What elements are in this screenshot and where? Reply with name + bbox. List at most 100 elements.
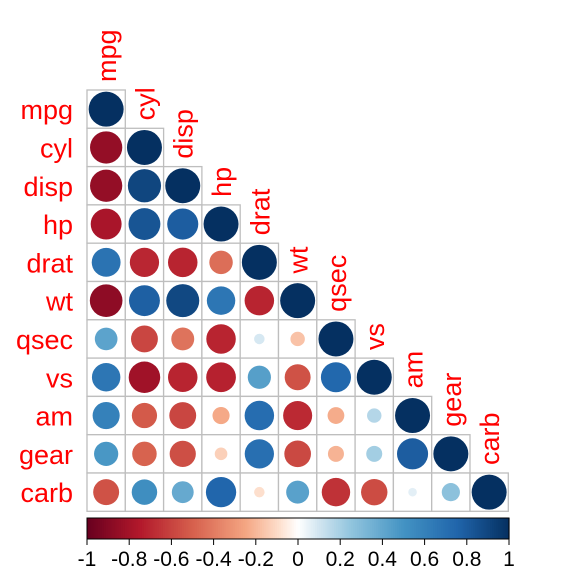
colorbar-segment xyxy=(251,518,255,539)
row-label-disp: disp xyxy=(23,172,73,202)
colorbar-segment xyxy=(230,518,234,539)
colorbar-segment xyxy=(350,518,354,539)
circle-wt-cyl xyxy=(128,285,160,317)
circle-am-wt xyxy=(283,401,313,431)
circle-hp-cyl xyxy=(128,208,161,240)
colorbar-segment xyxy=(418,518,421,539)
colorbar-segment xyxy=(331,518,335,539)
colorbar-segment xyxy=(422,518,426,539)
colorbar-segment xyxy=(112,518,116,539)
colorbar-segment xyxy=(162,518,166,539)
colorbar-segment xyxy=(502,518,506,539)
colorbar-segment xyxy=(224,518,227,539)
colorbar-segment xyxy=(424,518,428,539)
colorbar-segment xyxy=(234,518,238,539)
colorbar-segment xyxy=(217,518,221,539)
circle-wt-wt xyxy=(280,283,316,319)
colorbar-segment xyxy=(462,518,466,539)
colorbar-segment xyxy=(124,518,128,539)
circle-am-qsec xyxy=(327,407,345,424)
circle-hp-hp xyxy=(203,206,239,242)
colorbar-segment xyxy=(243,518,246,539)
colorbar-segment xyxy=(316,518,320,539)
colorbar-segment xyxy=(205,518,208,539)
colorbar-segment xyxy=(477,518,481,539)
colorbar-segment xyxy=(148,518,151,539)
colorbar-segment xyxy=(506,518,510,539)
row-label-qsec: qsec xyxy=(16,325,73,355)
colorbar-segment xyxy=(430,518,434,539)
colorbar-segment xyxy=(359,518,362,539)
colorbar-segment xyxy=(160,518,164,539)
colorbar-tick-label: 0.4 xyxy=(368,548,398,571)
colorbar-segment xyxy=(437,518,440,539)
circle-vs-wt xyxy=(284,364,311,391)
circle-am-mpg xyxy=(92,401,120,430)
colorbar-segment xyxy=(388,518,392,539)
colorbar-segment xyxy=(338,518,341,539)
colorbar-segment xyxy=(110,518,113,539)
circle-am-drat xyxy=(244,400,275,431)
circle-wt-drat xyxy=(244,285,275,316)
colorbar-segment xyxy=(496,518,500,539)
circle-carb-qsec xyxy=(321,477,351,507)
colorbar-segment xyxy=(468,518,472,539)
colorbar-segment xyxy=(131,518,135,539)
circle-vs-mpg xyxy=(91,363,121,392)
colorbar-segment xyxy=(420,518,424,539)
colorbar-segment xyxy=(89,518,92,539)
circle-qsec-wt xyxy=(290,331,305,347)
circle-gear-vs xyxy=(366,445,383,462)
circle-drat-cyl xyxy=(129,247,160,277)
colorbar-segment xyxy=(173,518,177,539)
colorbar-segment xyxy=(319,518,322,539)
circle-am-hp xyxy=(212,406,230,425)
col-label-wt: wt xyxy=(284,246,314,274)
colorbar-segment xyxy=(378,518,381,539)
circle-wt-disp xyxy=(166,284,200,318)
colorbar-segment xyxy=(276,518,280,539)
colorbar-segment xyxy=(327,518,331,539)
colorbar-segment xyxy=(323,518,327,539)
colorbar-segment xyxy=(485,518,489,539)
colorbar-segment xyxy=(169,518,172,539)
circle-carb-vs xyxy=(361,478,388,506)
colorbar-segment xyxy=(361,518,365,539)
colorbar-segment xyxy=(409,518,413,539)
colorbar-segment xyxy=(504,518,508,539)
colorbar-segment xyxy=(268,518,272,539)
colorbar-segment xyxy=(445,518,449,539)
colorbar-segment xyxy=(304,518,308,539)
colorbar-segment xyxy=(97,518,101,539)
circle-disp-cyl xyxy=(127,169,162,203)
colorbar-segment xyxy=(335,518,339,539)
colorbar-segment xyxy=(93,518,97,539)
circle-gear-disp xyxy=(169,440,196,467)
colorbar-segment xyxy=(452,518,455,539)
colorbar-segment xyxy=(114,518,118,539)
colorbar-segment xyxy=(120,518,124,539)
colorbar-segment xyxy=(139,518,143,539)
colorbar-segment xyxy=(270,518,274,539)
colorbar-segment xyxy=(306,518,310,539)
colorbar-segment xyxy=(405,518,409,539)
colorbar-segment xyxy=(215,518,219,539)
colorbar-segment xyxy=(403,518,407,539)
cell-qsec-mpg xyxy=(86,319,126,359)
colorbar-tick-label: 1 xyxy=(503,548,515,571)
colorbar-segment xyxy=(232,518,236,539)
circle-am-am xyxy=(395,398,431,434)
circle-hp-mpg xyxy=(90,208,122,240)
col-label-disp: disp xyxy=(169,109,199,159)
colorbar-segment xyxy=(325,518,329,539)
colorbar-segment xyxy=(99,518,103,539)
circle-wt-mpg xyxy=(89,284,123,317)
colorbar-segment xyxy=(264,518,267,539)
circle-am-disp xyxy=(169,402,197,429)
colorbar-segment xyxy=(441,518,445,539)
colorbar-segment xyxy=(156,518,160,539)
circle-drat-drat xyxy=(241,244,277,280)
circle-am-vs xyxy=(367,408,382,423)
col-label-am: am xyxy=(399,351,429,389)
circle-vs-drat xyxy=(247,365,271,389)
